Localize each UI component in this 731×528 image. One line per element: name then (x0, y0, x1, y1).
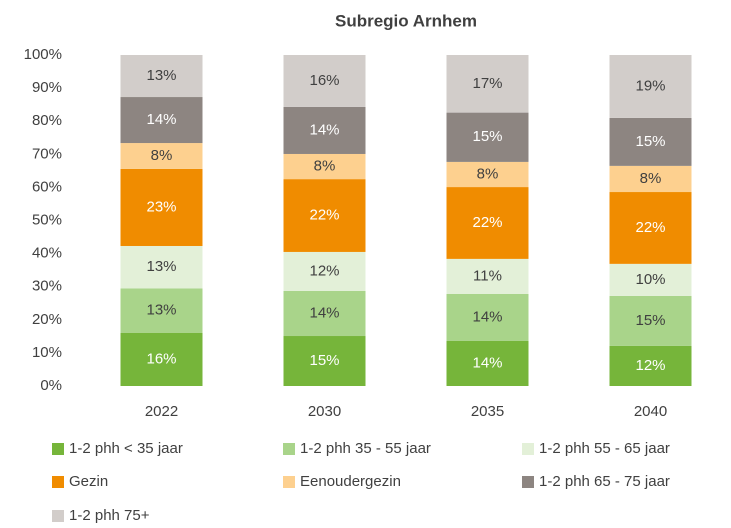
value-label: 15% (635, 312, 665, 329)
legend-label: Eenoudergezin (300, 473, 401, 490)
value-label: 11% (473, 267, 502, 284)
value-label: 14% (309, 121, 339, 138)
value-label: 10% (635, 271, 665, 288)
bar-segment (120, 332, 203, 386)
value-label: 22% (472, 214, 502, 231)
legend-label: 1-2 phh < 35 jaar (69, 440, 183, 457)
y-tick-label: 20% (32, 311, 62, 328)
bar-segment (120, 168, 203, 246)
legend-swatch (52, 476, 64, 488)
y-tick-label: 0% (40, 377, 62, 394)
bar-segment (120, 97, 203, 144)
bar-segment (609, 192, 692, 264)
y-tick-label: 100% (24, 46, 62, 63)
y-tick-label: 60% (32, 178, 62, 195)
bar-segment (609, 55, 692, 118)
y-tick-label: 30% (32, 278, 62, 295)
legend-label: Gezin (69, 473, 108, 490)
bar-segment (446, 187, 529, 259)
chart-title: Subregio Arnhem (335, 11, 477, 30)
value-label: 17% (472, 75, 502, 92)
value-label: 16% (309, 72, 339, 89)
bar-segment (609, 345, 692, 386)
x-tick-label: 2030 (308, 403, 341, 420)
value-label: 12% (309, 262, 339, 279)
bar-segment (446, 112, 529, 162)
value-label: 15% (309, 352, 339, 369)
legend-label: 1-2 phh 65 - 75 jaar (539, 473, 670, 490)
bar-segment (283, 336, 366, 386)
bar-segment (120, 143, 203, 169)
value-label: 15% (635, 133, 665, 150)
bar-segment (446, 258, 529, 294)
value-label: 19% (635, 77, 665, 94)
value-label: 12% (635, 357, 665, 374)
legend-label: 1-2 phh 55 - 65 jaar (539, 440, 670, 457)
legend-swatch (522, 443, 534, 455)
legend-label: 1-2 phh 75+ (69, 507, 150, 524)
bar-segment (446, 293, 529, 341)
y-tick-label: 70% (32, 145, 62, 162)
bar-segment (609, 295, 692, 346)
value-label: 8% (477, 165, 499, 182)
legend-swatch (52, 443, 64, 455)
legend-swatch (283, 443, 295, 455)
bar-segment (283, 179, 366, 252)
x-tick-label: 2040 (634, 403, 667, 420)
legend-label: 1-2 phh 35 - 55 jaar (300, 440, 431, 457)
bar-segment (283, 106, 366, 154)
bar-segment (609, 117, 692, 166)
value-label: 14% (309, 304, 339, 321)
y-tick-label: 50% (32, 211, 62, 228)
value-label: 8% (314, 158, 336, 175)
value-label: 15% (472, 128, 502, 145)
bar-segment (609, 263, 692, 296)
value-label: 13% (146, 67, 176, 84)
bar-segment (283, 153, 366, 180)
bar-segment (283, 55, 366, 107)
x-tick-label: 2035 (471, 403, 504, 420)
y-tick-label: 80% (32, 112, 62, 129)
value-label: 14% (146, 111, 176, 128)
value-label: 22% (309, 207, 339, 224)
bar-segment (446, 161, 529, 188)
value-label: 23% (146, 198, 176, 215)
bar-segment (446, 340, 529, 386)
bar-segment (609, 165, 692, 193)
value-label: 13% (146, 302, 176, 319)
legend-swatch (52, 510, 64, 522)
value-label: 13% (146, 258, 176, 275)
x-tick-label: 2022 (145, 403, 178, 420)
y-tick-label: 90% (32, 79, 62, 96)
value-label: 16% (146, 350, 176, 367)
y-tick-label: 10% (32, 344, 62, 361)
bar-segment (283, 251, 366, 292)
bar-segment (120, 245, 203, 289)
bar-segment (120, 55, 203, 98)
bar-segment (446, 55, 529, 113)
value-label: 8% (151, 147, 173, 164)
y-tick-label: 40% (32, 245, 62, 262)
bar-segment (120, 288, 203, 333)
bar-segment (283, 291, 366, 337)
legend-swatch (522, 476, 534, 488)
value-label: 14% (472, 308, 502, 325)
value-label: 22% (635, 219, 665, 236)
value-label: 8% (640, 170, 662, 187)
value-label: 14% (472, 354, 502, 371)
legend-swatch (283, 476, 295, 488)
